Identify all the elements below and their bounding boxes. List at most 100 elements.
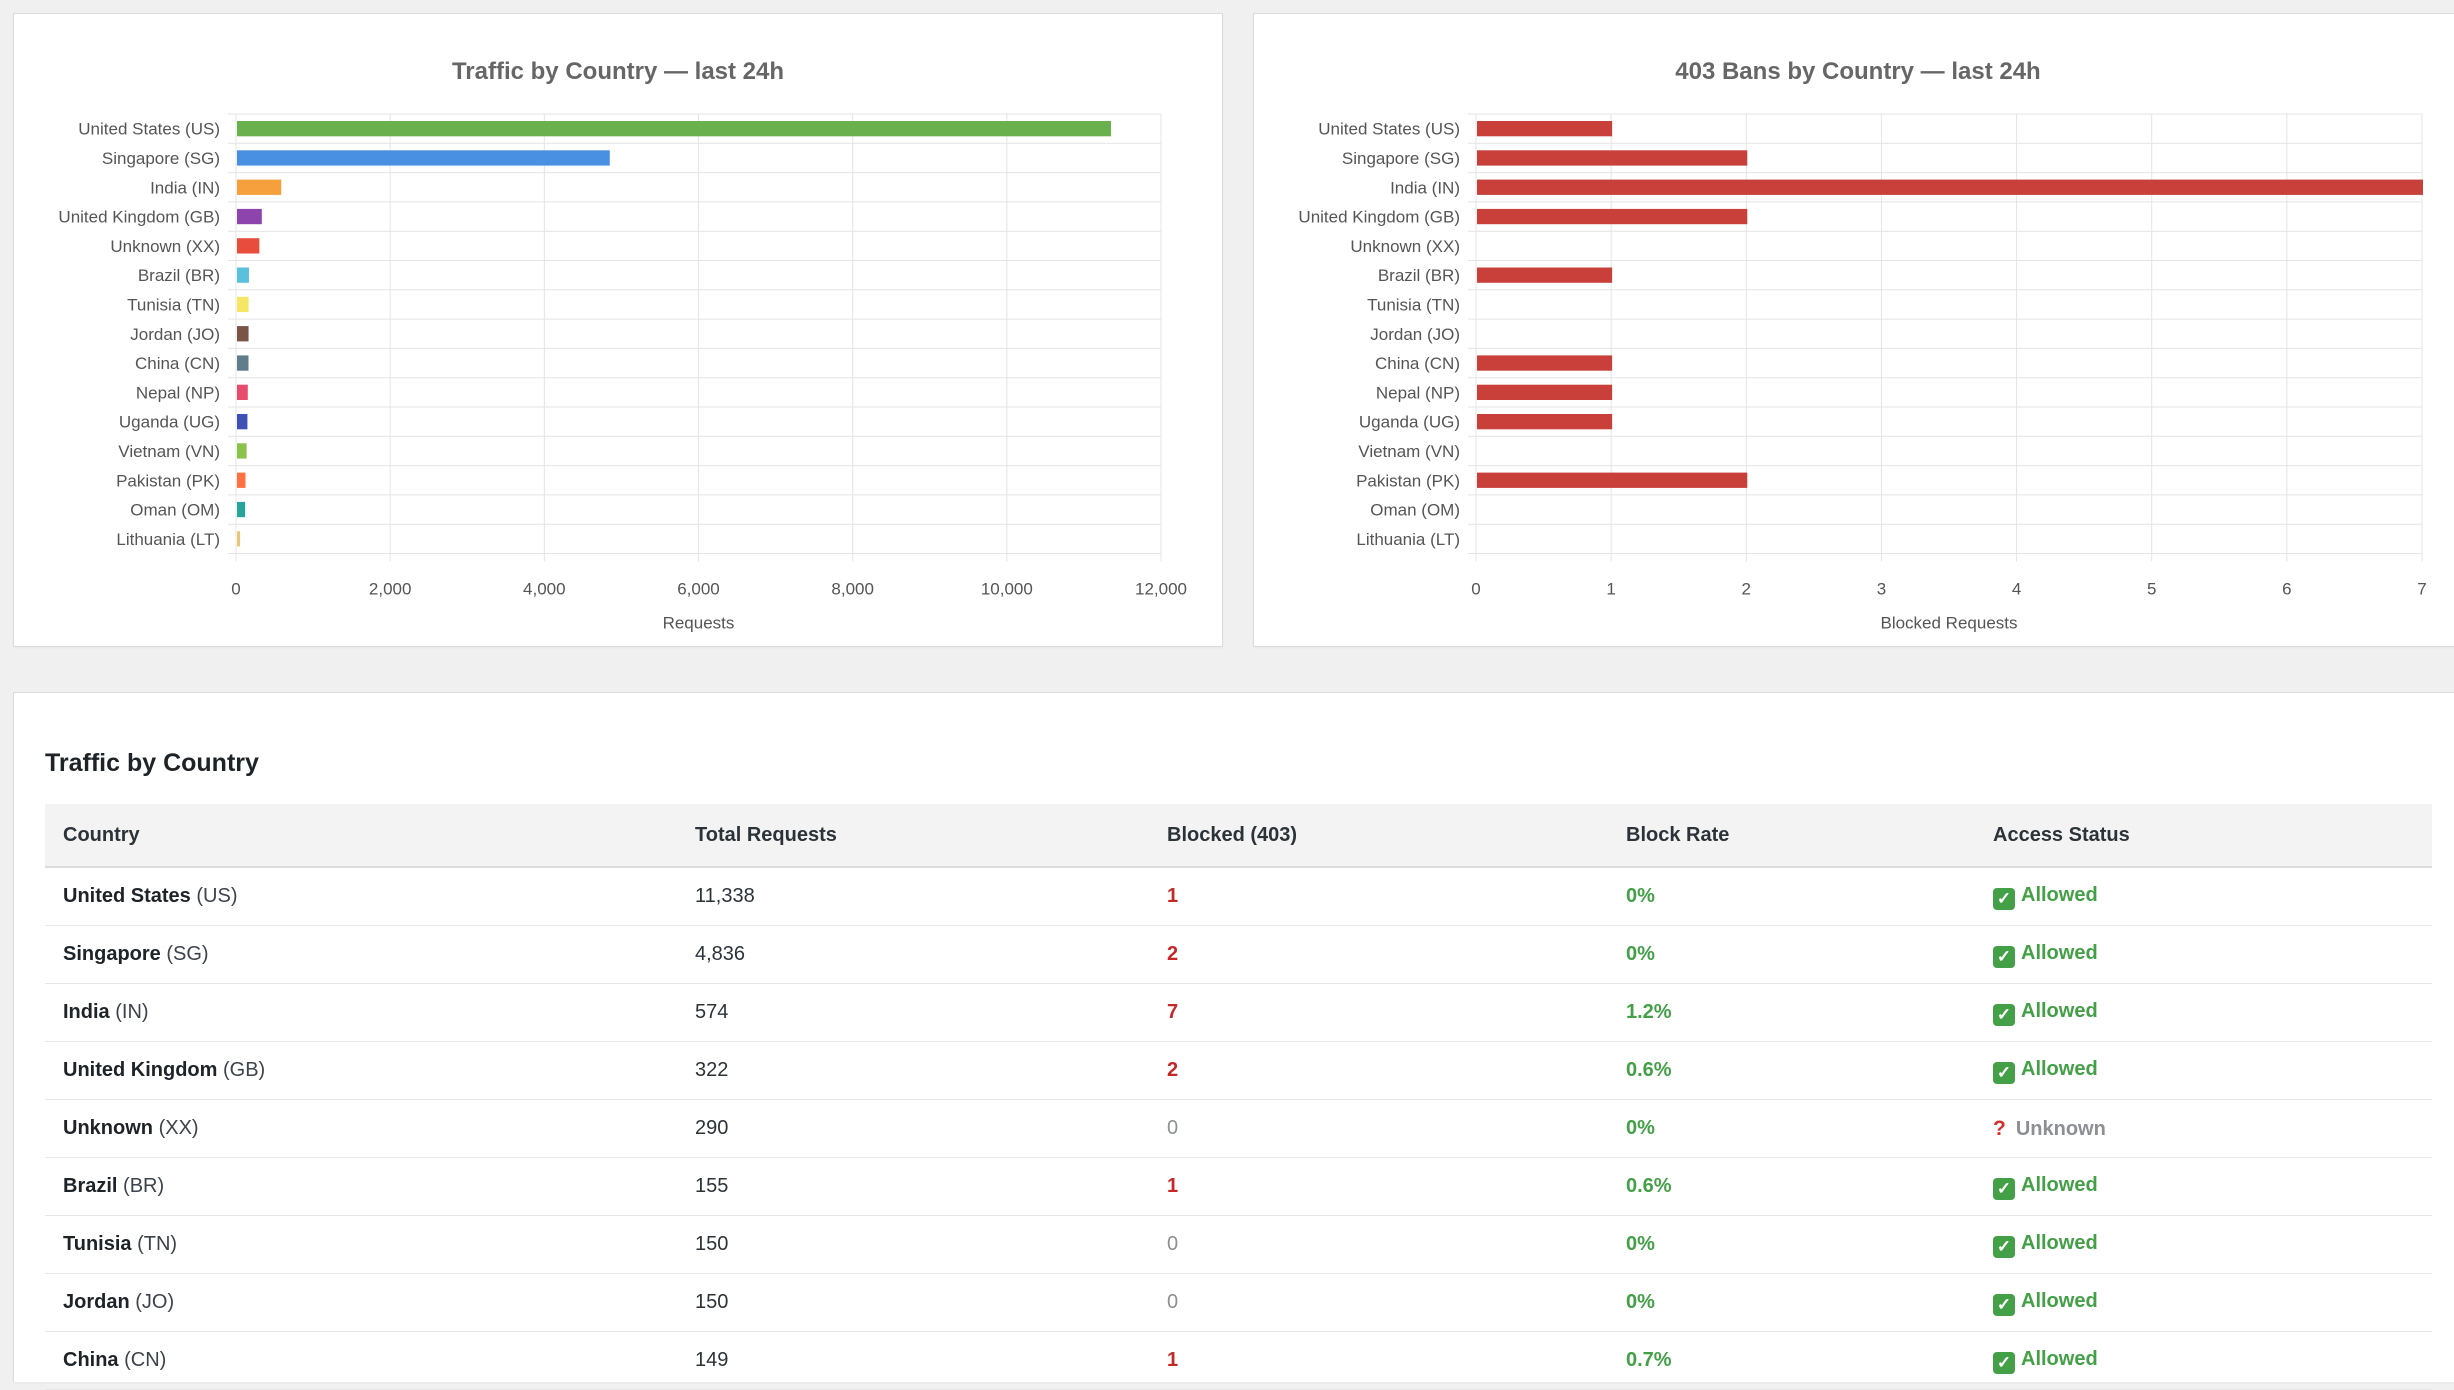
bar: [237, 296, 249, 313]
total-requests-cell: 150: [677, 1215, 1149, 1274]
country-name: Jordan: [63, 1291, 130, 1313]
tick-label: 0: [231, 580, 240, 599]
bans-chart-card: 403 Bans by Country — last 24h United Sta…: [1253, 13, 2454, 647]
category-label: Pakistan (PK): [116, 471, 220, 490]
table-row: Tunisia (TN) 150 0 0% ✓ Allowed: [45, 1215, 2432, 1274]
access-status-cell: ✓ Allowed: [1975, 1273, 2432, 1332]
blocked-count-cell: 0: [1149, 1273, 1608, 1332]
block-rate-cell: 0%: [1608, 1215, 1975, 1274]
x-axis-label: Requests: [663, 614, 735, 633]
traffic-table: Country Total Requests Blocked (403) Blo…: [45, 804, 2432, 1390]
tick-label: 2: [1742, 580, 1751, 599]
country-name: United Kingdom: [63, 1059, 218, 1081]
x-axis-label: Blocked Requests: [1880, 614, 2017, 633]
category-label: United Kingdom (GB): [58, 208, 220, 227]
country-name: United States: [63, 885, 191, 907]
country-code: (BR): [123, 1175, 165, 1197]
country-code: (IN): [115, 1001, 149, 1023]
traffic-by-country-chart: Traffic by Country — last 24h United Stat…: [58, 58, 1187, 633]
table-row: China (CN) 149 1 0.7% ✓ Allowed: [45, 1331, 2432, 1390]
column-header-access-status[interactable]: Access Status: [1975, 804, 2432, 868]
country-cell: United Kingdom (GB): [45, 1041, 677, 1100]
total-requests-cell: 4,836: [677, 925, 1149, 984]
country-name: Brazil: [63, 1175, 118, 1197]
bar: [237, 472, 246, 488]
bar: [1477, 179, 2423, 195]
category-label: Tunisia (TN): [1367, 295, 1460, 314]
block-rate-cell: 0%: [1608, 1099, 1975, 1158]
check-mark-icon: ✓: [1993, 887, 2015, 910]
tick-label: 2,000: [369, 580, 412, 599]
block-rate-cell: 0.6%: [1608, 1157, 1975, 1216]
access-status-label: Allowed: [2021, 1057, 2098, 1080]
column-header-blocked[interactable]: Blocked (403): [1149, 804, 1608, 868]
access-status-cell: ✓ Allowed: [1975, 983, 2432, 1042]
traffic-table-card: Traffic by Country Country Total Request…: [13, 692, 2454, 1390]
category-label: United Kingdom (GB): [1298, 208, 1460, 227]
category-label: Uganda (UG): [1359, 413, 1460, 432]
bar: [1477, 150, 1748, 166]
country-cell: Unknown (XX): [45, 1099, 677, 1158]
access-status-label: Allowed: [2021, 999, 2098, 1022]
block-rate-cell: 0.7%: [1608, 1331, 1975, 1390]
blocked-count-cell: 1: [1149, 1157, 1608, 1216]
bar: [237, 238, 260, 254]
category-label: Oman (OM): [130, 501, 220, 520]
bar: [1477, 355, 1613, 371]
tick-label: 8,000: [831, 580, 874, 599]
country-code: (GB): [223, 1059, 266, 1081]
blocked-count-cell: 2: [1149, 1041, 1608, 1100]
bar: [237, 326, 249, 342]
category-label: India (IN): [150, 178, 220, 197]
column-header-total-requests[interactable]: Total Requests: [677, 804, 1149, 868]
country-cell: Jordan (JO): [45, 1273, 677, 1332]
category-label: Unknown (XX): [1350, 237, 1460, 256]
category-label: Singapore (SG): [102, 149, 220, 168]
bar: [237, 150, 610, 166]
bar: [1477, 384, 1613, 400]
access-status-cell: ✓ Allowed: [1975, 925, 2432, 984]
category-label: Pakistan (PK): [1356, 471, 1460, 490]
tick-label: 10,000: [981, 580, 1033, 599]
country-name: Singapore: [63, 943, 161, 965]
blocked-count-cell: 2: [1149, 925, 1608, 984]
column-header-block-rate[interactable]: Block Rate: [1608, 804, 1975, 868]
access-status-cell: ✓ Allowed: [1975, 1157, 2432, 1216]
access-status-cell: ✓ Allowed: [1975, 1041, 2432, 1100]
traffic-chart-card: Traffic by Country — last 24h United Stat…: [13, 13, 1223, 647]
bar: [1477, 267, 1613, 283]
category-label: Tunisia (TN): [127, 295, 220, 314]
check-mark-icon: ✓: [1993, 945, 2015, 968]
category-label: Lithuania (LT): [1356, 530, 1460, 549]
column-header-country[interactable]: Country: [45, 804, 677, 868]
block-rate-cell: 1.2%: [1608, 983, 1975, 1042]
bans-by-country-chart: 403 Bans by Country — last 24h United Sta…: [1298, 58, 2426, 633]
country-cell: Brazil (BR): [45, 1157, 677, 1216]
country-code: (CN): [124, 1349, 167, 1371]
category-label: Nepal (NP): [136, 383, 220, 402]
country-cell: United States (US): [45, 867, 677, 926]
country-cell: Tunisia (TN): [45, 1215, 677, 1274]
category-label: United States (US): [78, 120, 220, 139]
blocked-count-cell: 1: [1149, 1331, 1608, 1390]
country-code: (US): [196, 885, 238, 907]
check-mark-icon: ✓: [1993, 1351, 2015, 1374]
tick-label: 4,000: [523, 580, 566, 599]
check-mark-icon: ✓: [1993, 1235, 2015, 1258]
table-title: Traffic by Country: [45, 749, 259, 777]
country-name: China: [63, 1349, 119, 1371]
category-label: Unknown (XX): [110, 237, 220, 256]
bar: [1477, 414, 1613, 430]
access-status-label: Unknown: [2015, 1117, 2106, 1140]
table-row: India (IN) 574 7 1.2% ✓ Allowed: [45, 983, 2432, 1042]
country-cell: Singapore (SG): [45, 925, 677, 984]
tick-label: 6,000: [677, 580, 720, 599]
block-rate-cell: 0%: [1608, 867, 1975, 926]
total-requests-cell: 11,338: [677, 867, 1149, 926]
bar: [237, 501, 246, 518]
table-row: United States (US) 11,338 1 0% ✓ Allowed: [45, 867, 2432, 926]
bar: [1477, 121, 1613, 137]
category-label: Lithuania (LT): [116, 530, 220, 549]
tick-label: 12,000: [1135, 580, 1187, 599]
total-requests-cell: 574: [677, 983, 1149, 1042]
